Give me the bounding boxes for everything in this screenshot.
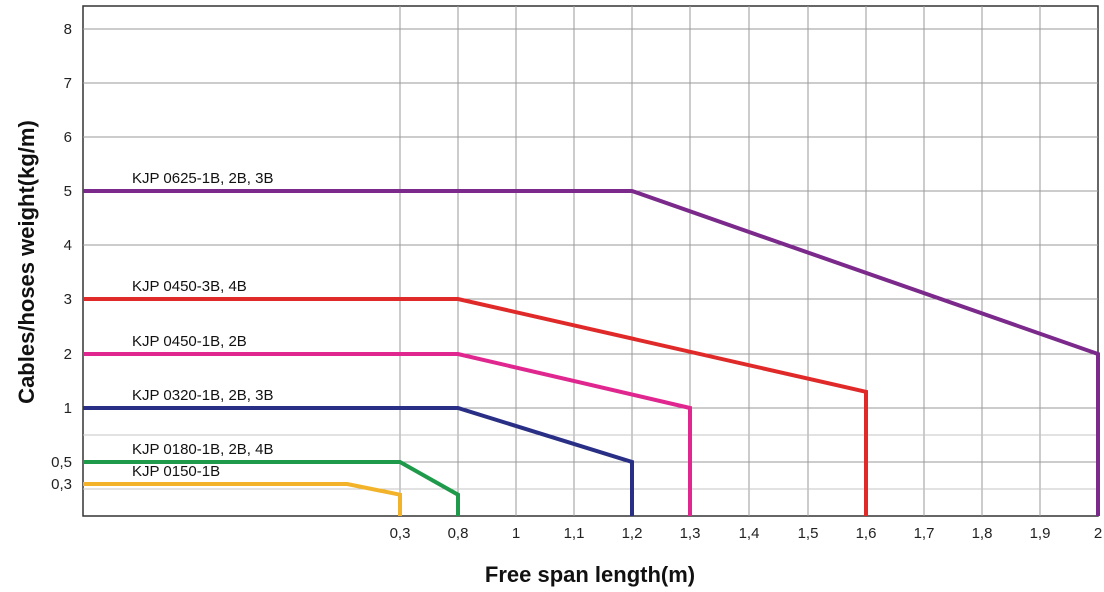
- y-tick-label: 8: [64, 21, 72, 38]
- x-tick-label: 1,2: [622, 525, 643, 542]
- series-line-4: [83, 406, 634, 516]
- series-line-6: [83, 482, 402, 516]
- y-tick-label: 4: [64, 237, 72, 254]
- y-tick-label: 0,3: [51, 476, 72, 493]
- y-tick-labels: 0,3 0,5 1 2 3 4 5 6 7 8: [51, 21, 72, 493]
- y-tick-label: 3: [64, 291, 72, 308]
- x-tick-label: 0,8: [448, 525, 469, 542]
- x-tick-label: 0,3: [390, 525, 411, 542]
- x-tick-label: 1,9: [1030, 525, 1051, 542]
- x-tick-label: 1,8: [972, 525, 993, 542]
- series-label-4: KJP 0320-1B, 2B, 3B: [132, 387, 273, 404]
- y-tick-label: 2: [64, 346, 72, 363]
- y-tick-label: 0,5: [51, 454, 72, 471]
- x-tick-label: 1,1: [564, 525, 585, 542]
- x-tick-label: 1,4: [739, 525, 760, 542]
- x-tick-label: 1: [512, 525, 520, 542]
- y-tick-label: 7: [64, 75, 72, 92]
- x-tick-labels: 0,3 0,8 1 1,1 1,2 1,3 1,4 1,5 1,6 1,7 1,8 1,9 2: [390, 525, 1103, 542]
- series-label-1: KJP 0625-1B, 2B, 3B: [132, 170, 273, 187]
- series-label-5: KJP 0180-1B, 2B, 4B: [132, 441, 273, 458]
- y-tick-label: 5: [64, 183, 72, 200]
- x-axis-title: Free span length(m): [485, 562, 695, 587]
- series-label-2: KJP 0450-3B, 4B: [132, 278, 247, 295]
- series-label-6: KJP 0150-1B: [132, 463, 220, 480]
- x-tick-label: 1,3: [680, 525, 701, 542]
- grid-lines: [82, 5, 1099, 517]
- series-line-5: [83, 460, 460, 516]
- series-line-2: [83, 297, 868, 516]
- series-line-3: [83, 352, 692, 516]
- plot-frame: [82, 5, 1099, 517]
- series-label-3: KJP 0450-1B, 2B: [132, 333, 247, 350]
- x-tick-label: 1,6: [856, 525, 877, 542]
- y-tick-label: 6: [64, 129, 72, 146]
- x-tick-label: 2: [1094, 525, 1102, 542]
- x-tick-label: 1,5: [798, 525, 819, 542]
- series-line-1: [83, 189, 1100, 516]
- y-axis-title: Cables/hoses weight(kg/m): [14, 120, 39, 404]
- x-tick-label: 1,7: [914, 525, 935, 542]
- y-tick-label: 1: [64, 400, 72, 417]
- series-labels: KJP 0625-1B, 2B, 3B KJP 0450-3B, 4B KJP 04…: [132, 170, 273, 480]
- series-lines: [83, 189, 1100, 516]
